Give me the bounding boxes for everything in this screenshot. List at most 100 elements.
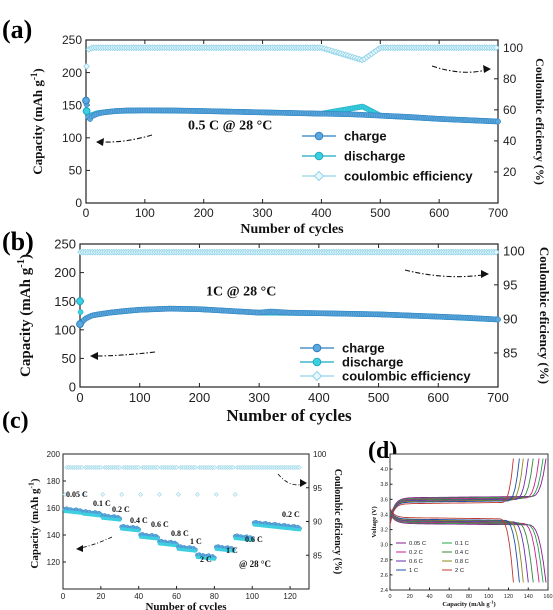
legend-label: 0.1 C <box>455 541 469 547</box>
y-tick-label: 150 <box>54 294 76 309</box>
discharge-first-point <box>76 297 84 306</box>
x-tick-label: 100 <box>246 592 260 601</box>
rate-label: 0.1 C <box>93 499 111 508</box>
legend-label: coulombic efficiency <box>344 169 473 184</box>
discharge-curve <box>389 508 514 583</box>
rate-point-discharge <box>297 528 302 532</box>
y-tick-label: 160 <box>47 504 61 513</box>
y-axis-label-sup: -1 <box>27 482 36 489</box>
x-axis-label: Number of cycles <box>226 406 352 425</box>
x-tick-label: 20 <box>96 592 105 601</box>
y2-tick-label: 90 <box>503 311 517 326</box>
ce-point <box>83 63 90 70</box>
x-tick-label: 600 <box>427 390 449 405</box>
y2-axis-label: Coulombic eficiency (%) <box>533 58 547 185</box>
discharge-curve <box>389 514 547 583</box>
x-tick-label: 80 <box>210 592 219 601</box>
x-axis-label-main: Capacity (mAh g <box>442 601 490 608</box>
ce-point <box>100 492 106 497</box>
y-tick-label: 100 <box>62 131 82 145</box>
x-tick-label: 20 <box>407 594 413 600</box>
legend-marker <box>311 370 323 382</box>
charge-curve <box>389 458 544 520</box>
discharge-curve <box>389 511 534 583</box>
y2-tick-label: 85 <box>313 551 322 560</box>
y-axis-label-main: Capacity (mAh g <box>30 80 45 175</box>
y2-tick-label: 100 <box>313 450 327 459</box>
y-axis-label-end: ) <box>30 68 45 72</box>
x-tick-label: 500 <box>370 206 390 220</box>
charge-curve <box>389 458 520 524</box>
y-tick-label: 3.0 <box>380 543 388 549</box>
y-tick-label: 2.4 <box>380 588 388 594</box>
ce-point <box>81 492 87 497</box>
x-tick-label: 120 <box>504 594 513 600</box>
legend-label: 0.2 C <box>409 550 423 556</box>
x-tick-label: 400 <box>311 206 331 220</box>
y-tick-label: 200 <box>47 450 61 459</box>
legend-label: discharge <box>342 355 403 370</box>
rate-point-discharge <box>155 537 160 541</box>
legend-marker <box>313 170 325 182</box>
ce-point <box>297 465 302 470</box>
y-axis-label-main: Capacity (mAh g <box>18 267 34 377</box>
ce-point <box>119 492 125 497</box>
rate-label: 0.6 C <box>151 520 169 529</box>
plot-frame <box>62 453 310 590</box>
y-tick-label: 200 <box>62 66 82 80</box>
y-tick-label: 3.6 <box>380 497 388 503</box>
discharge-point <box>77 309 84 315</box>
y-axis-label-sup: -1 <box>16 259 27 268</box>
ce-point <box>492 44 500 52</box>
legend-label: discharge <box>344 149 405 164</box>
y-tick-label: 3.2 <box>380 528 388 534</box>
discharge-curve <box>389 509 520 583</box>
panel-b-label: (b) <box>2 227 34 256</box>
y-axis-label: Voltage (V) <box>371 506 378 537</box>
discharge-curve <box>389 511 529 583</box>
x-tick-label: 0 <box>61 592 66 601</box>
legend-label: 1 C <box>409 568 418 574</box>
ce-point <box>136 465 142 470</box>
legend-marker <box>314 131 324 141</box>
ce-point <box>193 465 198 470</box>
arrow-head-left <box>76 545 83 552</box>
y2-tick-label: 20 <box>503 165 517 179</box>
rate-label: 0.2 C <box>282 510 300 519</box>
y-axis-label: Capacity (mAh g-1) <box>29 68 45 175</box>
rate-label: 0.2 C <box>112 505 130 514</box>
arrow-to-capacity-axis <box>79 536 113 549</box>
y-tick-label: 150 <box>62 98 82 112</box>
panel-d-chart: 0 20 40 60 80 100 120 140 160 2.4 2.6 2.8 3.0 3.2 3.4 3… <box>371 453 553 608</box>
rate-label: 0.6 C <box>245 535 263 544</box>
y2-axis-label: Coulombic eficiency (%) <box>332 469 343 575</box>
ce-point <box>194 492 200 497</box>
y2-tick-label: 80 <box>503 72 517 86</box>
ce-point <box>98 465 104 470</box>
ce-point <box>232 492 238 497</box>
y-tick-label: 0 <box>75 196 82 210</box>
discharge-curve <box>389 513 544 583</box>
arrow-head-left <box>96 138 104 146</box>
charge-first-point <box>76 320 84 328</box>
arrow-head-right <box>483 65 491 73</box>
rate-point-discharge <box>212 557 217 561</box>
legend-marker <box>314 151 324 161</box>
y-axis-label-sup: -1 <box>29 72 39 80</box>
x-tick-label: 60 <box>172 592 181 601</box>
x-tick-label: 40 <box>426 594 432 600</box>
x-tick-label: 700 <box>487 390 509 405</box>
y-axis-label-end: ) <box>18 254 34 259</box>
y-axis-label-end: ) <box>29 478 41 482</box>
plot-frame <box>79 243 499 388</box>
charge-curve <box>389 458 529 523</box>
x-axis-label: Capacity (mAh g-1) <box>442 599 495 608</box>
x-tick-label: 500 <box>368 390 390 405</box>
y-tick-label: 100 <box>54 322 76 337</box>
ce-point <box>157 492 162 497</box>
rate-label: 0.8 C <box>171 529 189 538</box>
y-axis-label: Capacity (mAh g-1) <box>16 254 34 377</box>
ce-point <box>155 465 161 470</box>
discharge-curve <box>389 510 524 583</box>
